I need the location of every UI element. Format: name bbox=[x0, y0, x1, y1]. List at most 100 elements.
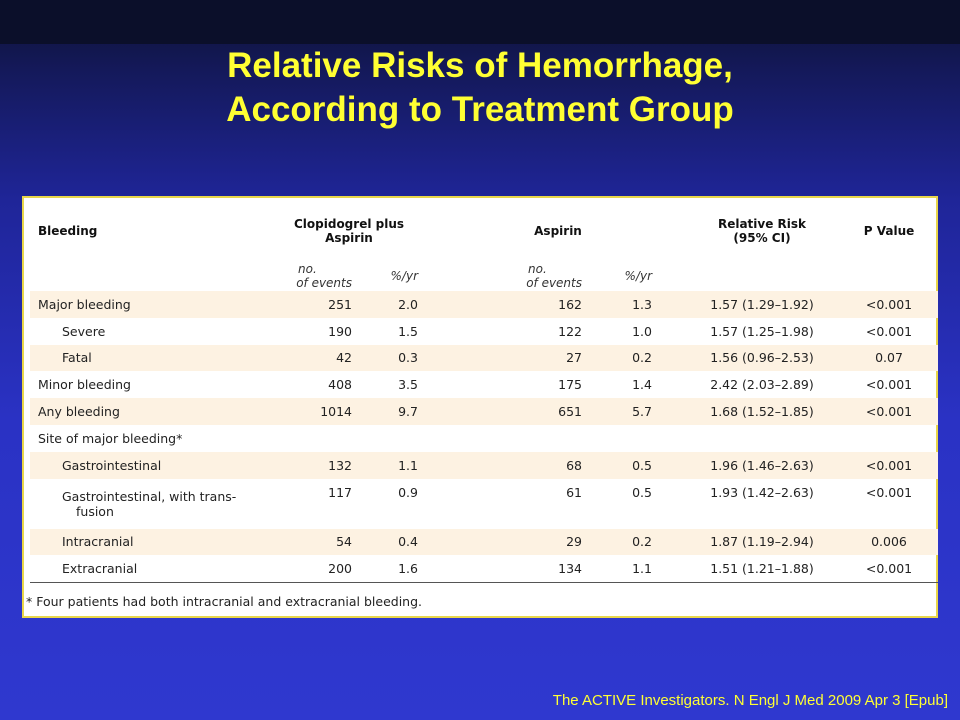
cell-cp-rate: 0.3 bbox=[352, 344, 448, 372]
row-label: Major bleeding bbox=[30, 291, 270, 318]
cell-cp-events: 200 bbox=[328, 561, 352, 577]
citation: The ACTIVE Investigators. N Engl J Med 2… bbox=[552, 692, 948, 709]
subheader-cp-no: no. bbox=[298, 261, 317, 276]
table-footnote: * Four patients had both intracranial an… bbox=[26, 594, 423, 609]
cell-cp-events: 42 bbox=[270, 344, 352, 372]
subheader-empty-p bbox=[840, 260, 938, 291]
cell-cp-events: 190 bbox=[328, 323, 352, 339]
row-label: Severe bbox=[62, 323, 106, 339]
subheader-a-rate: %/yr bbox=[624, 268, 652, 283]
subheader-cp-rate: %/yr bbox=[390, 268, 418, 283]
cell-a-events: 29 bbox=[448, 528, 590, 556]
cell-a-rate bbox=[590, 425, 684, 452]
subheader-a-no: no. bbox=[528, 261, 547, 276]
cell-a-events: 27 bbox=[448, 344, 590, 372]
cell-p-value: <0.001 bbox=[865, 377, 913, 393]
cell-p-value: <0.001 bbox=[865, 561, 913, 577]
cell-a-events: 122 bbox=[558, 323, 582, 339]
cell-a-rate: 1.0 bbox=[632, 323, 652, 339]
cell-cp-events: 1014 bbox=[270, 398, 352, 425]
table-row: Extracranial 200 1.6 134 1.1 1.51 (1.21–… bbox=[30, 555, 938, 582]
table-row: Minor bleeding 408 3.5 175 1.4 2.42 (2.0… bbox=[30, 371, 938, 398]
subheader-empty-rr bbox=[684, 260, 840, 291]
cell-a-events: 175 bbox=[558, 377, 582, 393]
header-clopidogrel: Clopidogrel plus Aspirin bbox=[293, 217, 405, 245]
bleeding-table-frame: Bleeding Clopidogrel plus Aspirin Aspiri… bbox=[22, 196, 938, 618]
table-header-row: Bleeding Clopidogrel plus Aspirin Aspiri… bbox=[30, 202, 938, 260]
row-label: Extracranial bbox=[62, 561, 138, 577]
cell-a-rate: 0.5 bbox=[632, 484, 652, 500]
cell-a-rate: 1.3 bbox=[590, 291, 684, 318]
subheader-a-events: no. of events bbox=[448, 260, 590, 291]
row-label: Gastrointestinal bbox=[30, 451, 270, 479]
header-bleeding: Bleeding bbox=[38, 224, 98, 238]
table-bottom-rule bbox=[30, 582, 938, 584]
cell-p-value: 0.006 bbox=[840, 528, 938, 556]
cell-p-value: <0.001 bbox=[840, 291, 938, 318]
header-relative-risk: Relative Risk (95% CI) bbox=[684, 202, 840, 260]
table-subheader-row: no. of events %/yr no. of events %/yr bbox=[30, 260, 938, 291]
cell-relative-risk: 1.87 (1.19–2.94) bbox=[684, 528, 840, 556]
table-row: Intracranial 54 0.4 29 0.2 1.87 (1.19–2.… bbox=[30, 528, 938, 556]
row-label: Site of major bleeding* bbox=[38, 430, 183, 446]
cell-p-value: <0.001 bbox=[840, 451, 938, 479]
slide-title-line2: According to Treatment Group bbox=[226, 90, 734, 129]
cell-cp-rate: 1.1 bbox=[352, 451, 448, 479]
table-row: Severe 190 1.5 122 1.0 1.57 (1.25–1.98) … bbox=[30, 318, 938, 345]
row-label-line2: fusion bbox=[76, 503, 114, 519]
cell-cp-rate bbox=[352, 425, 448, 452]
slide-title-line1: Relative Risks of Hemorrhage, bbox=[227, 46, 733, 85]
cell-a-events: 68 bbox=[448, 451, 590, 479]
row-label: Any bleeding bbox=[30, 398, 270, 425]
cell-a-rate: 1.4 bbox=[632, 377, 652, 393]
cell-cp-events: 251 bbox=[270, 291, 352, 318]
table-row: Gastrointestinal 132 1.1 68 0.5 1.96 (1.… bbox=[30, 451, 938, 479]
header-p-value: P Value bbox=[863, 224, 915, 238]
cell-p-value: 0.07 bbox=[840, 344, 938, 372]
table-rule-line bbox=[30, 582, 938, 584]
cell-relative-risk: 1.51 (1.21–1.88) bbox=[710, 561, 814, 577]
cell-cp-rate: 9.7 bbox=[352, 398, 448, 425]
cell-cp-rate: 1.6 bbox=[398, 561, 418, 577]
cell-relative-risk: 1.93 (1.42–2.63) bbox=[710, 484, 814, 500]
cell-a-rate: 0.2 bbox=[590, 344, 684, 372]
row-label: Fatal bbox=[30, 344, 270, 372]
slide-title: Relative Risks of Hemorrhage, According … bbox=[0, 44, 960, 132]
header-rr-line2: (95% CI) bbox=[733, 231, 791, 245]
cell-cp-rate: 0.9 bbox=[398, 484, 418, 500]
cell-p-value bbox=[840, 425, 938, 452]
header-rr-line1: Relative Risk bbox=[717, 217, 807, 231]
cell-a-rate: 1.1 bbox=[632, 561, 652, 577]
cell-a-rate: 0.5 bbox=[590, 451, 684, 479]
cell-cp-rate: 2.0 bbox=[352, 291, 448, 318]
cell-cp-rate: 3.5 bbox=[398, 377, 418, 393]
subheader-empty bbox=[30, 260, 270, 291]
row-label-line1: Gastrointestinal, with trans- bbox=[62, 488, 237, 504]
subheader-cp-of-events: of events bbox=[296, 275, 352, 290]
cell-cp-events: 54 bbox=[270, 528, 352, 556]
cell-cp-events: 132 bbox=[270, 451, 352, 479]
header-aspirin: Aspirin bbox=[534, 224, 582, 238]
cell-cp-events: 408 bbox=[328, 377, 352, 393]
row-label: Intracranial bbox=[30, 528, 270, 556]
cell-p-value: <0.001 bbox=[840, 398, 938, 425]
cell-a-rate: 5.7 bbox=[590, 398, 684, 425]
table-row: Any bleeding 1014 9.7 651 5.7 1.68 (1.52… bbox=[30, 398, 938, 425]
bleeding-table: Bleeding Clopidogrel plus Aspirin Aspiri… bbox=[30, 202, 938, 584]
cell-a-events: 651 bbox=[448, 398, 590, 425]
cell-a-rate: 0.2 bbox=[590, 528, 684, 556]
cell-a-events: 134 bbox=[558, 561, 582, 577]
top-band bbox=[0, 0, 960, 44]
cell-relative-risk: 1.68 (1.52–1.85) bbox=[684, 398, 840, 425]
cell-p-value: <0.001 bbox=[865, 323, 913, 339]
table-row: Fatal 42 0.3 27 0.2 1.56 (0.96–2.53) 0.0… bbox=[30, 344, 938, 372]
cell-a-events bbox=[448, 425, 590, 452]
subheader-a-of-events: of events bbox=[526, 275, 582, 290]
cell-cp-events bbox=[270, 425, 352, 452]
cell-relative-risk: 1.96 (1.46–2.63) bbox=[684, 451, 840, 479]
subheader-cp-events: no. of events bbox=[270, 260, 352, 291]
table-row: Major bleeding 251 2.0 162 1.3 1.57 (1.2… bbox=[30, 291, 938, 318]
cell-relative-risk: 1.57 (1.25–1.98) bbox=[710, 323, 814, 339]
cell-a-events: 162 bbox=[448, 291, 590, 318]
cell-relative-risk: 2.42 (2.03–2.89) bbox=[710, 377, 814, 393]
